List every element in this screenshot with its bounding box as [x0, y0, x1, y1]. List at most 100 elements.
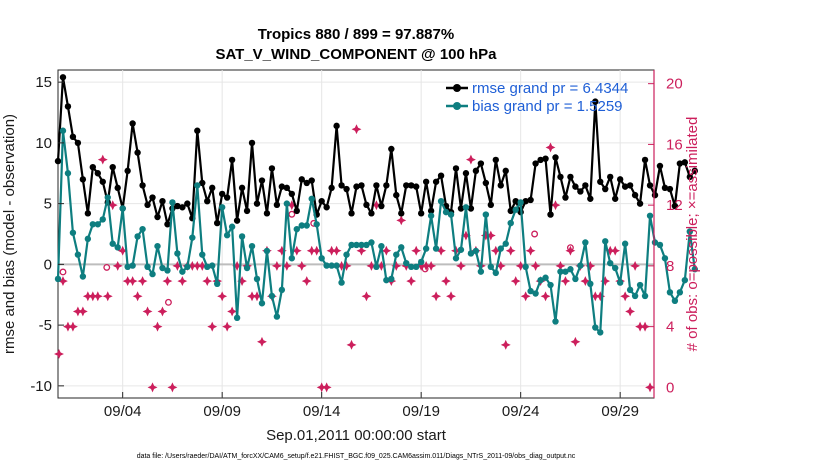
bias-data-point	[64, 170, 72, 177]
bias-data-point	[537, 276, 544, 284]
bias-data-point	[84, 235, 92, 243]
bias-data-point	[154, 242, 161, 250]
rmse-data-point	[383, 182, 390, 189]
rmse-data-point	[492, 156, 499, 164]
rmse-data-point	[218, 190, 226, 198]
rmse-data-point	[487, 201, 495, 209]
obs-assimilated-marker	[127, 276, 138, 287]
obs-assimilated-marker	[525, 245, 536, 256]
bias-data-point	[328, 262, 335, 269]
obs-assimilated-marker	[465, 154, 476, 165]
bias-data-point	[323, 262, 330, 269]
bias-data-point	[432, 245, 440, 252]
rmse-data-point	[656, 162, 664, 170]
rmse-data-point	[184, 200, 191, 207]
rmse-data-point	[502, 167, 509, 175]
obs-assimilated-marker	[610, 245, 621, 256]
y-right-tick-label: 16	[666, 136, 683, 153]
obs-assimilated-marker	[257, 336, 267, 347]
bias-data-point	[582, 239, 589, 246]
obs-assimilated-marker	[112, 260, 123, 271]
rmse-data-point	[497, 182, 504, 189]
rmse-data-point	[641, 156, 649, 164]
rmse-data-point	[676, 160, 684, 167]
bias-data-point	[477, 268, 485, 275]
legend: rmse grand pr = 6.4344 bias grand pr = 1…	[446, 80, 628, 115]
x-axis-label: Sep.01,2011 00:00:00 start	[266, 427, 447, 444]
obs-assimilated-marker	[346, 339, 357, 350]
obs-assimilated-marker	[625, 306, 636, 317]
obs-assimilated-marker	[227, 306, 238, 317]
rmse-data-point	[268, 165, 276, 172]
bias-data-point	[303, 222, 310, 229]
rmse-data-point	[611, 195, 619, 202]
obs-assimilated-marker	[411, 245, 422, 256]
rmse-data-point	[308, 177, 315, 184]
x-tick-label: 09/09	[203, 403, 241, 420]
bias-data-point	[492, 269, 499, 277]
bias-data-point	[373, 263, 380, 270]
obs-assimilated-marker	[247, 291, 257, 302]
y-right-tick-label: 8	[666, 258, 674, 275]
rmse-data-point	[616, 176, 624, 183]
bias-data-point	[427, 212, 435, 219]
obs-assimilated-marker	[137, 276, 148, 287]
bias-data-point	[621, 240, 629, 247]
bias-data-point	[179, 268, 186, 275]
bias-data-point	[577, 262, 584, 269]
obs-assimilated-marker	[635, 321, 646, 332]
obs-assimilated-marker	[311, 245, 322, 256]
rmse-data-point	[283, 184, 291, 192]
rmse-data-point	[592, 98, 599, 105]
obs-assimilated-marker	[600, 276, 611, 287]
rmse-data-point	[437, 172, 445, 179]
obs-assimilated-marker	[122, 276, 133, 287]
rmse-data-point	[671, 202, 679, 210]
obs-assimilated-marker	[361, 291, 372, 302]
rmse-data-point	[412, 183, 420, 190]
bias-data-point	[651, 239, 659, 246]
obs-assimilated-marker	[306, 245, 317, 256]
rmse-data-point	[114, 184, 121, 192]
bias-data-point	[557, 268, 564, 275]
bias-data-point	[592, 324, 599, 331]
bias-data-point	[79, 273, 87, 280]
rmse-data-point	[686, 173, 694, 181]
obs-assimilated-marker	[276, 245, 287, 256]
bias-data-point	[567, 266, 574, 273]
bias-data-point	[467, 250, 475, 257]
obs-assimilated-marker	[321, 382, 332, 393]
rmse-data-point	[204, 198, 211, 205]
bias-data-point	[602, 238, 609, 245]
obs-assimilated-marker	[177, 276, 188, 287]
bias-data-point	[238, 233, 246, 240]
rmse-data-point	[323, 204, 330, 211]
obs-assimilated-marker	[585, 260, 596, 271]
obs-assimilated-marker	[222, 321, 233, 332]
bias-data-point	[348, 241, 355, 249]
bias-data-point	[681, 276, 689, 284]
bias-data-point	[333, 262, 340, 269]
rmse-data-point	[149, 194, 156, 201]
obs-assimilated-marker	[54, 349, 64, 359]
rmse-data-point	[64, 103, 72, 110]
rmse-data-point	[582, 182, 589, 189]
rmse-data-point	[427, 207, 435, 215]
bias-data-point	[408, 263, 415, 270]
obs-assimilated-marker	[540, 291, 551, 302]
bias-data-point	[398, 244, 405, 251]
bias-data-point	[199, 251, 206, 258]
rmse-data-point	[139, 182, 146, 189]
rmse-data-point	[69, 133, 77, 141]
rmse-data-point	[368, 210, 375, 217]
bias-data-point	[462, 204, 470, 211]
rmse-data-point	[353, 183, 360, 190]
obs-assimilated-marker	[202, 276, 213, 287]
rmse-data-point	[552, 154, 559, 161]
bias-data-point	[164, 267, 171, 274]
rmse-data-point	[99, 178, 106, 185]
obs-assimilated-marker	[580, 276, 591, 287]
bias-data-point	[437, 198, 445, 205]
obs-assimilated-marker	[232, 260, 243, 271]
obs-assimilated-marker	[391, 260, 402, 271]
